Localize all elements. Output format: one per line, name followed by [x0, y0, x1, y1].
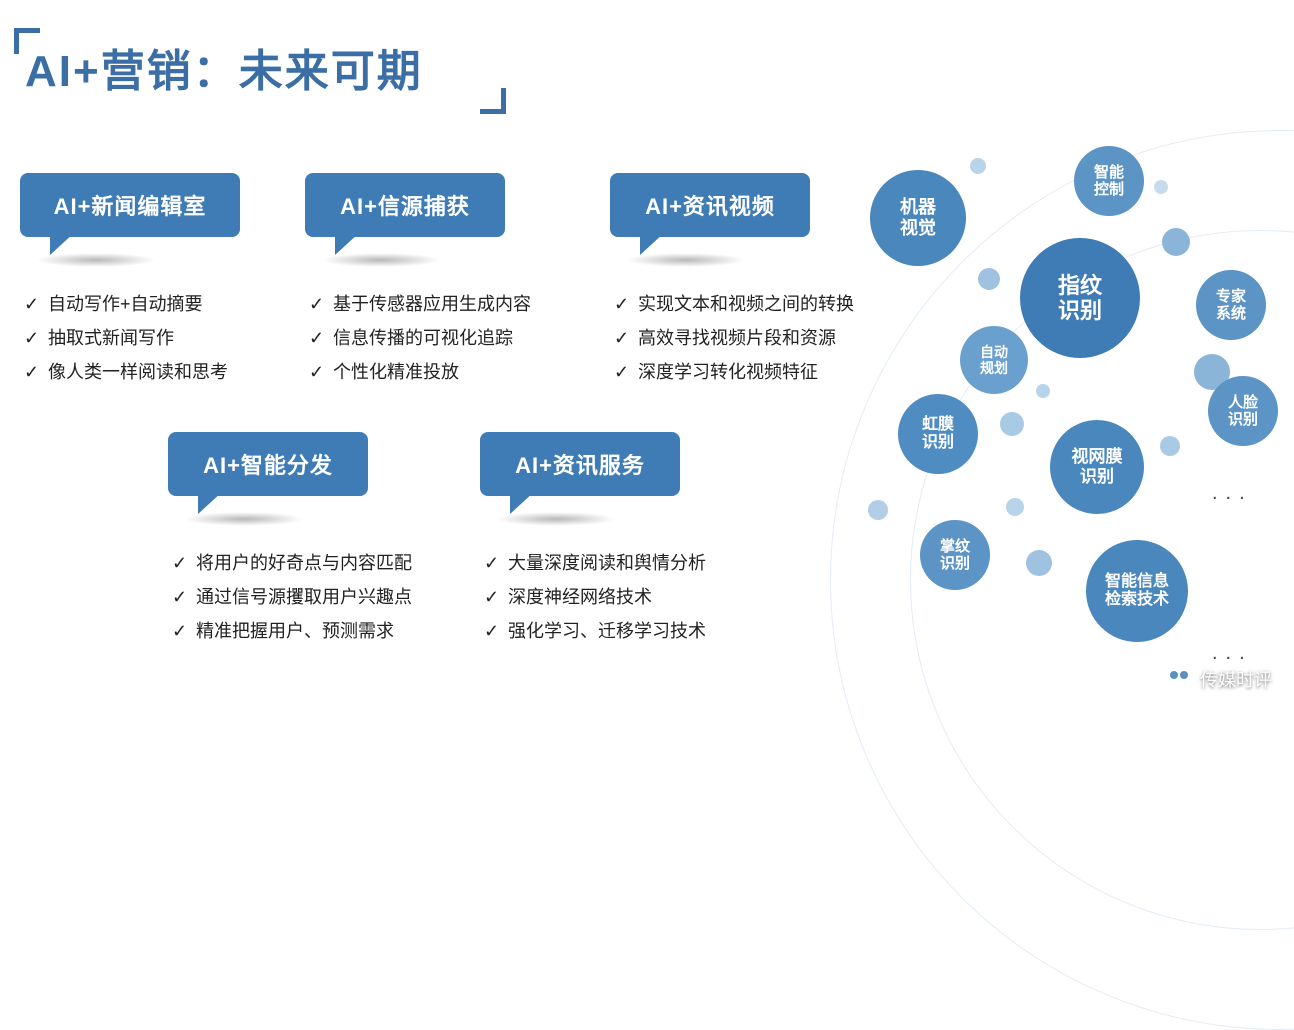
deco-circle — [1006, 498, 1024, 516]
list-item: 个性化精准投放 — [305, 355, 531, 389]
list-item: 通过信号源攫取用户兴趣点 — [168, 580, 412, 614]
concept-circle: 智能 控制 — [1074, 146, 1144, 216]
card: AI+资讯视频实现文本和视频之间的转换高效寻找视频片段和资源深度学习转化视频特征 — [610, 173, 854, 390]
card-list: 大量深度阅读和舆情分析深度神经网络技术强化学习、迁移学习技术 — [480, 546, 706, 649]
concept-label: 虹膜 识别 — [922, 416, 954, 453]
ellipsis-icon: ... — [1212, 482, 1253, 505]
concept-label: 指纹 识别 — [1058, 273, 1102, 324]
card-bubble: AI+新闻编辑室 — [20, 173, 240, 237]
deco-circle — [978, 268, 1000, 290]
deco-circle — [1160, 436, 1180, 456]
card-list: 自动写作+自动摘要抽取式新闻写作像人类一样阅读和思考 — [20, 287, 240, 390]
card: AI+智能分发将用户的好奇点与内容匹配通过信号源攫取用户兴趣点精准把握用户、预测… — [168, 432, 412, 649]
concept-label: 人脸 识别 — [1228, 394, 1258, 429]
deco-circle — [868, 500, 888, 520]
bubble-shadow — [36, 253, 156, 267]
concept-label: 机器 视觉 — [900, 197, 936, 238]
concept-circle: 机器 视觉 — [870, 170, 966, 266]
concept-label: 掌纹 识别 — [940, 538, 970, 573]
page-title: AI+营销：未来可期 — [25, 35, 423, 99]
list-item: 大量深度阅读和舆情分析 — [480, 546, 706, 580]
list-item: 高效寻找视频片段和资源 — [610, 321, 854, 355]
deco-circle — [1154, 180, 1168, 194]
deco-circle — [970, 158, 986, 174]
concept-circle: 自动 规划 — [960, 326, 1028, 394]
watermark-text: 传媒时评 — [1200, 666, 1272, 692]
bubble-shadow — [184, 512, 304, 526]
list-item: 抽取式新闻写作 — [20, 321, 240, 355]
concept-circle: 人脸 识别 — [1208, 376, 1278, 446]
title-bracket-br — [480, 88, 506, 114]
title-container: AI+营销：未来可期 — [25, 35, 423, 99]
list-item: 像人类一样阅读和思考 — [20, 355, 240, 389]
card: AI+资讯服务大量深度阅读和舆情分析深度神经网络技术强化学习、迁移学习技术 — [480, 432, 706, 649]
bubble-shadow — [626, 253, 746, 267]
concept-label: 自动 规划 — [980, 344, 1008, 376]
list-item: 精准把握用户、预测需求 — [168, 614, 412, 648]
deco-circle — [1036, 384, 1050, 398]
list-item: 实现文本和视频之间的转换 — [610, 287, 854, 321]
bubble-shadow — [321, 253, 441, 267]
deco-circle — [1000, 412, 1024, 436]
card: AI+信源捕获基于传感器应用生成内容信息传播的可视化追踪个性化精准投放 — [305, 173, 531, 390]
list-item: 自动写作+自动摘要 — [20, 287, 240, 321]
list-item: 信息传播的可视化追踪 — [305, 321, 531, 355]
concept-circle: 视网膜 识别 — [1050, 420, 1144, 514]
card-bubble: AI+资讯视频 — [610, 173, 810, 237]
concept-label: 专家 系统 — [1216, 288, 1246, 323]
list-item: 将用户的好奇点与内容匹配 — [168, 546, 412, 580]
deco-circle — [1162, 228, 1190, 256]
concept-circle: 指纹 识别 — [1020, 238, 1140, 358]
concept-cluster: 机器 视觉 智能 控制指纹 识别 专家 系统自动 规划虹膜 识别 人脸 识别视网膜 识… — [850, 140, 1294, 700]
card: AI+新闻编辑室自动写作+自动摘要抽取式新闻写作像人类一样阅读和思考 — [20, 173, 240, 390]
concept-label: 智能信息 检索技术 — [1105, 573, 1169, 610]
card-bubble: AI+信源捕获 — [305, 173, 505, 237]
card-list: 将用户的好奇点与内容匹配通过信号源攫取用户兴趣点精准把握用户、预测需求 — [168, 546, 412, 649]
concept-circle: 虹膜 识别 — [898, 394, 978, 474]
watermark: 传媒时评 — [1166, 666, 1272, 692]
concept-circle: 专家 系统 — [1196, 270, 1266, 340]
list-item: 强化学习、迁移学习技术 — [480, 614, 706, 648]
list-item: 深度神经网络技术 — [480, 580, 706, 614]
wechat-icon — [1166, 666, 1192, 692]
deco-circle — [1026, 550, 1052, 576]
card-bubble: AI+智能分发 — [168, 432, 368, 496]
concept-label: 视网膜 识别 — [1072, 447, 1123, 486]
concept-circle: 掌纹 识别 — [920, 520, 990, 590]
card-list: 实现文本和视频之间的转换高效寻找视频片段和资源深度学习转化视频特征 — [610, 287, 854, 390]
concept-circle: 智能信息 检索技术 — [1086, 540, 1188, 642]
list-item: 深度学习转化视频特征 — [610, 355, 854, 389]
concept-label: 智能 控制 — [1094, 164, 1124, 199]
bubble-shadow — [496, 512, 616, 526]
list-item: 基于传感器应用生成内容 — [305, 287, 531, 321]
ellipsis-icon: ... — [1212, 642, 1253, 665]
card-list: 基于传感器应用生成内容信息传播的可视化追踪个性化精准投放 — [305, 287, 531, 390]
card-bubble: AI+资讯服务 — [480, 432, 680, 496]
